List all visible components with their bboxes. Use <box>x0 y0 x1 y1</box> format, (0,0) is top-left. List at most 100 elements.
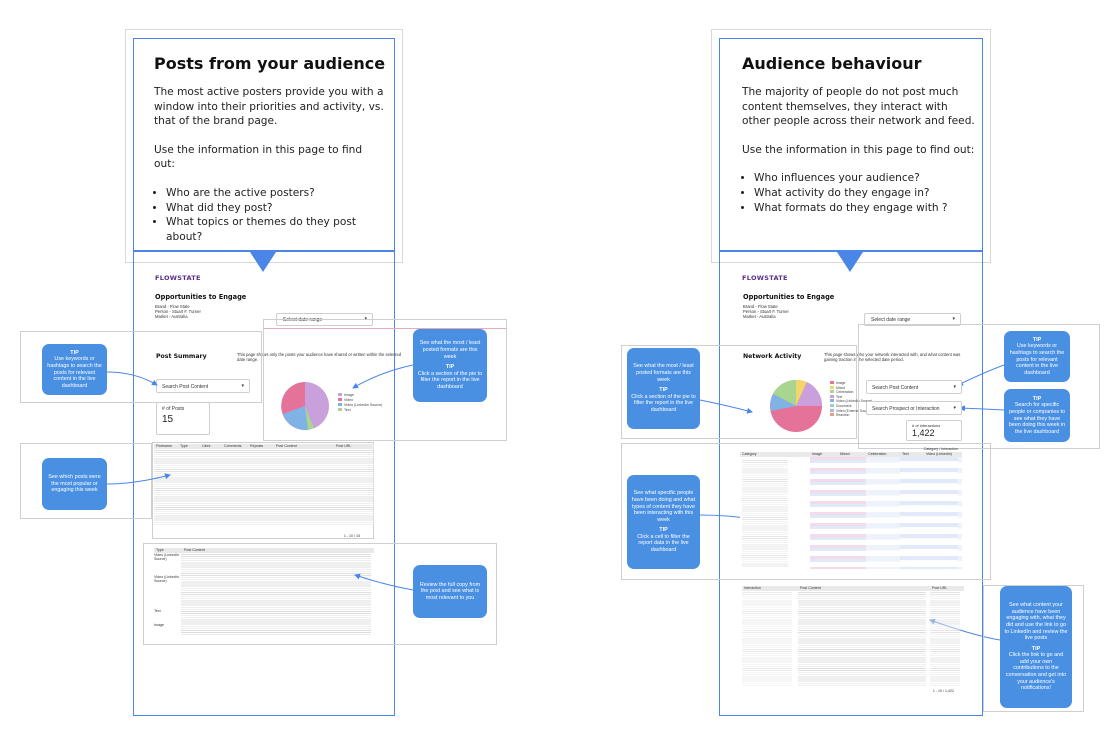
pie-chart-frame <box>263 319 507 441</box>
market-label: Market - Australia <box>743 314 776 320</box>
column-header[interactable]: Firstname <box>156 444 172 448</box>
kpi-label: # of interactions <box>912 423 941 428</box>
tip-label: TIP <box>445 364 455 371</box>
pie-slice-video[interactable] <box>770 394 796 411</box>
right-arrow-marker <box>837 252 863 272</box>
column-header[interactable]: Image <box>812 452 822 456</box>
pie-slice-celebration[interactable] <box>773 380 796 406</box>
search-placeholder: Search Post Content <box>162 384 209 390</box>
column-header[interactable]: Comments <box>224 444 242 448</box>
right-panel-paragraph: The majority of people do not post much … <box>742 86 975 128</box>
kpi-value: 15 <box>162 414 174 425</box>
tip-text: See what the most / least posted formats… <box>633 363 694 383</box>
pivot-header: Category / Interaction <box>923 447 958 451</box>
search-post-content-input[interactable]: Search Post Content ▾ <box>156 379 250 393</box>
post-url-lines[interactable] <box>930 591 960 687</box>
column-header[interactable]: Likes <box>202 444 211 448</box>
tip-network-pivot: See what specific people have been doing… <box>627 475 700 569</box>
column-header[interactable]: Post Content <box>800 586 821 590</box>
column-header[interactable]: Celebration <box>868 452 887 456</box>
left-pie-chart[interactable] <box>280 381 330 431</box>
left-panel <box>133 38 395 716</box>
legend-item: Text <box>830 394 872 400</box>
tip-label: TIP <box>659 387 668 394</box>
column-header[interactable]: Type <box>180 444 188 448</box>
column-header[interactable]: Category <box>742 452 757 456</box>
column-header[interactable]: Post URL <box>336 444 352 448</box>
tip-network-prospect: TIP Search for specific people or compan… <box>1004 389 1070 442</box>
column-header[interactable]: Post URL <box>932 586 948 590</box>
tip-review-copy: Review the full copy from the post and s… <box>413 565 487 618</box>
column-header[interactable]: Post Content <box>276 444 297 448</box>
legend-item: Video (Linkedin Source) <box>338 403 382 408</box>
pie-slice-text[interactable] <box>305 406 314 430</box>
content-pagination[interactable]: 1 - 10 / 1,422 <box>932 689 954 693</box>
dashboard-title: Opportunities to Engage <box>743 293 835 301</box>
column-header[interactable]: Text <box>902 452 909 456</box>
person-label: Person - Stuart F. Turner <box>743 309 789 315</box>
column-header[interactable]: Interaction <box>744 586 761 590</box>
left-divider <box>133 250 395 252</box>
right-panel <box>719 38 983 716</box>
tip-text: Use keywords or hashtags to search the p… <box>47 356 102 389</box>
tip-text: Review the full copy from the post and s… <box>419 581 481 601</box>
tip-text: Click a cell to filter the report data i… <box>637 533 690 554</box>
interaction-names <box>742 591 792 687</box>
post-content-lines <box>798 591 926 687</box>
chevron-down-icon: ▾ <box>953 405 956 411</box>
posts-table: Firstname Type Likes Comments Reposts Po… <box>154 444 374 538</box>
tip-label: TIP <box>70 349 79 356</box>
column-header[interactable]: Video (Linkedin) <box>926 452 952 456</box>
search-prospect-input[interactable]: Search Prospect or Interaction ▾ <box>866 401 962 415</box>
date-range-label: Select date range <box>283 317 323 323</box>
pivot-rows[interactable] <box>740 457 962 569</box>
legend-item: Document <box>830 403 872 409</box>
flowstate-logo: FLOWSTATE <box>155 274 201 282</box>
flowstate-logo: FLOWSTATE <box>742 274 788 282</box>
left-panel-paragraph: The most active posters provide you with… <box>154 86 384 128</box>
search-placeholder: Search Post Content <box>872 385 919 391</box>
column-header[interactable]: Reposts <box>250 444 264 448</box>
pie-slice-video[interactable] <box>281 382 305 414</box>
left-arrow-marker <box>250 252 276 272</box>
post-content-frame <box>143 543 497 645</box>
bullet-item: Who influences your audience? <box>754 171 978 186</box>
bullet-item: What activity do they engage in? <box>754 186 978 201</box>
table-pagination[interactable]: 1 - 10 / 15 <box>343 534 360 538</box>
right-panel-bullets: Who influences your audience? What activ… <box>742 171 978 215</box>
tip-text: Click a section of the pie to filter the… <box>417 370 483 390</box>
right-panel-title: Audience behaviour <box>742 54 922 73</box>
tip-pie-formats: See what the most / least posted formats… <box>413 329 487 402</box>
column-header[interactable]: Post Content <box>184 548 205 552</box>
legend-item: Mixed <box>830 385 872 391</box>
tip-text: Click the link to go and add your own co… <box>1005 652 1067 692</box>
column-header[interactable]: Type <box>156 548 164 552</box>
tip-search-posts: TIP Use keywords or hashtags to search t… <box>42 344 107 395</box>
pie-slice-text[interactable] <box>796 382 823 406</box>
right-search-frame <box>858 324 1100 449</box>
right-pie-chart[interactable] <box>769 379 823 433</box>
brand-label: Brand - Flow State <box>743 304 778 309</box>
date-range-underline <box>263 328 506 329</box>
pie-slice-video-linkedin[interactable] <box>283 406 308 431</box>
search-post-content-input[interactable]: Search Post Content ▾ <box>866 380 962 394</box>
tip-label: TIP <box>659 527 668 534</box>
right-pie-legend: Image Mixed Celebration Text Video (Link… <box>830 381 872 418</box>
legend-item: Celebration <box>830 390 872 395</box>
left-search-tip-frame <box>20 331 262 403</box>
legend-item: Text <box>338 408 382 413</box>
tip-network-pie: See what the most / least posted formats… <box>627 348 700 429</box>
interactions-kpi-card: # of interactions 1,422 <box>906 420 962 441</box>
left-panel-instruction: Use the information in this page to find… <box>154 143 363 171</box>
tip-text: See what the most / least posted formats… <box>419 340 481 360</box>
date-range-select[interactable]: Select date range ▾ <box>864 313 961 326</box>
left-panel-outer <box>125 29 403 263</box>
pie-slice-mixed[interactable] <box>796 379 807 406</box>
tip-label: TIP <box>1032 395 1042 402</box>
table-rows <box>154 449 374 525</box>
bullet-item: What topics or themes do they post about… <box>166 215 386 244</box>
column-header[interactable]: Mixed <box>840 452 850 456</box>
tip-popular-posts: See which posts were the most popular or… <box>42 458 107 510</box>
legend-item: Reaction <box>830 413 872 418</box>
